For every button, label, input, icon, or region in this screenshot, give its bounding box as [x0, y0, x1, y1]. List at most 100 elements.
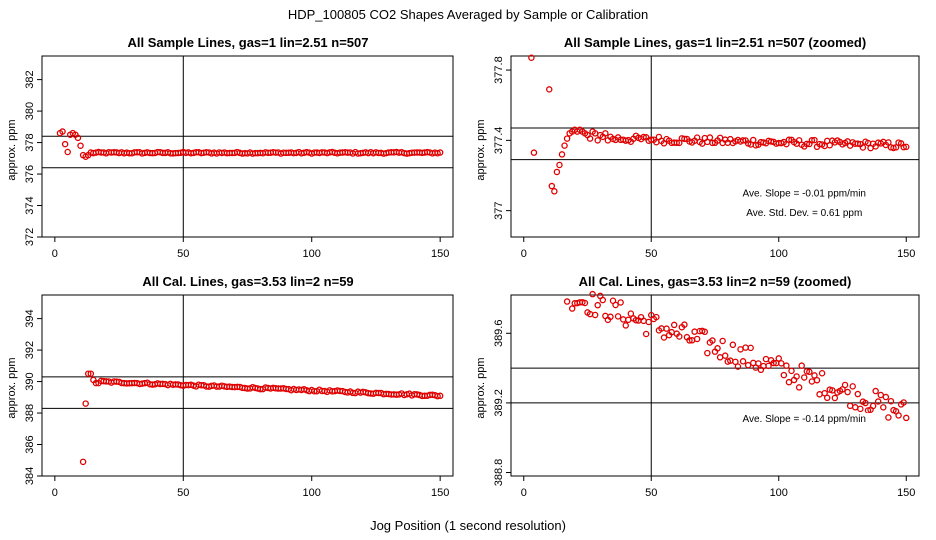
- data-point: [841, 381, 849, 389]
- data-point: [92, 379, 100, 387]
- data-point: [831, 394, 839, 402]
- y-tick-label: 386: [24, 435, 36, 453]
- data-point: [854, 140, 862, 147]
- data-point: [903, 143, 910, 151]
- data-point: [783, 362, 790, 369]
- data-point: [622, 322, 630, 329]
- data-point: [859, 144, 867, 151]
- data-point: [709, 139, 716, 147]
- data-point: [551, 188, 558, 195]
- data-point: [755, 360, 762, 367]
- data-point: [64, 148, 71, 156]
- data-point: [591, 311, 599, 319]
- data-point: [895, 412, 902, 419]
- data-point: [681, 135, 688, 143]
- data-point: [803, 368, 811, 375]
- data-point: [563, 135, 571, 142]
- x-tick-label: 150: [897, 487, 915, 499]
- data-point: [74, 134, 82, 142]
- data-point: [701, 328, 709, 336]
- x-tick-label: 100: [770, 487, 788, 499]
- y-tick-label: 382: [24, 70, 36, 88]
- data-point: [563, 298, 571, 305]
- x-tick-label: 50: [645, 487, 657, 499]
- data-point: [627, 310, 635, 317]
- data-point: [82, 400, 89, 407]
- data-point: [640, 133, 647, 141]
- y-tick-label: 377: [493, 201, 505, 219]
- y-tick-label: 388: [24, 404, 36, 422]
- x-tick-label: 0: [52, 248, 58, 260]
- data-point: [857, 405, 864, 413]
- annotation-text: Ave. Std. Dev. = 0.61 ppm: [746, 208, 862, 219]
- x-tick-label: 0: [52, 487, 58, 499]
- y-tick-label: 384: [24, 467, 36, 485]
- plot-frame: [510, 55, 920, 238]
- annotation-text: Ave. Slope = -0.14 ppm/min: [743, 414, 867, 425]
- data-point: [721, 352, 729, 359]
- annotation-text: Ave. Slope = -0.01 ppm/min: [743, 189, 867, 200]
- data-point: [882, 393, 890, 401]
- data-point: [676, 333, 683, 340]
- panel-cal-zoomed: All Cal. Lines, gas=3.53 lin=2 n=59 (zoo…: [475, 274, 920, 499]
- data-point: [602, 130, 609, 137]
- x-tick-label: 50: [645, 248, 657, 260]
- data-point: [885, 139, 892, 146]
- annotation-background: [729, 413, 880, 427]
- y-axis-label: approx. ppm: [475, 119, 487, 180]
- y-axis-label: approx. ppm: [6, 357, 18, 418]
- data-point: [607, 313, 614, 321]
- y-tick-label: 372: [24, 228, 36, 246]
- data-point: [729, 341, 737, 349]
- data-point: [874, 398, 882, 405]
- data-point: [77, 142, 84, 149]
- y-tick-label: 374: [24, 196, 36, 214]
- data-point: [808, 137, 816, 144]
- data-point: [714, 345, 721, 352]
- data-point: [798, 362, 805, 369]
- data-point: [869, 402, 877, 410]
- data-point: [530, 149, 538, 156]
- y-axis-label: approx. ppm: [6, 119, 18, 180]
- plot-frame: [510, 294, 920, 477]
- data-point: [681, 321, 688, 328]
- data-point: [614, 313, 622, 320]
- panel-title: All Sample Lines, gas=1 lin=2.51 n=507: [128, 35, 369, 50]
- y-tick-label: 390: [24, 372, 36, 390]
- panel-sample: All Sample Lines, gas=1 lin=2.51 n=507 a…: [6, 35, 454, 260]
- data-point: [770, 359, 777, 367]
- data-point: [739, 358, 747, 365]
- x-tick-label: 50: [177, 487, 189, 499]
- data-point: [528, 54, 535, 62]
- plot-frame: [41, 294, 454, 477]
- data-point: [778, 360, 785, 367]
- y-tick-label: 380: [24, 102, 36, 120]
- y-tick-label: 377.8: [493, 56, 505, 84]
- x-tick-label: 100: [770, 248, 788, 260]
- panel-sample-zoomed: All Sample Lines, gas=1 lin=2.51 n=507 (…: [475, 35, 920, 260]
- data-point: [775, 355, 783, 362]
- y-tick-label: 389.2: [493, 389, 505, 417]
- data-point: [548, 182, 556, 190]
- data-point: [589, 290, 596, 298]
- data-point: [632, 316, 640, 324]
- data-point: [648, 136, 655, 143]
- data-point: [862, 399, 869, 407]
- data-point: [854, 390, 862, 398]
- annotation-background: [729, 187, 880, 201]
- data-point: [686, 337, 693, 344]
- data-point: [892, 144, 900, 151]
- data-point: [670, 321, 678, 329]
- x-tick-label: 0: [521, 487, 527, 499]
- data-point: [61, 140, 69, 148]
- data-point: [885, 414, 892, 421]
- figure-xlabel: Jog Position (1 second resolution): [370, 518, 566, 533]
- data-point: [546, 86, 553, 93]
- y-tick-label: 388.8: [493, 459, 505, 487]
- y-tick-label: 392: [24, 341, 36, 359]
- data-point: [434, 392, 441, 400]
- data-point: [818, 369, 826, 377]
- data-point: [436, 149, 444, 156]
- data-point: [785, 136, 793, 144]
- data-point: [811, 372, 818, 379]
